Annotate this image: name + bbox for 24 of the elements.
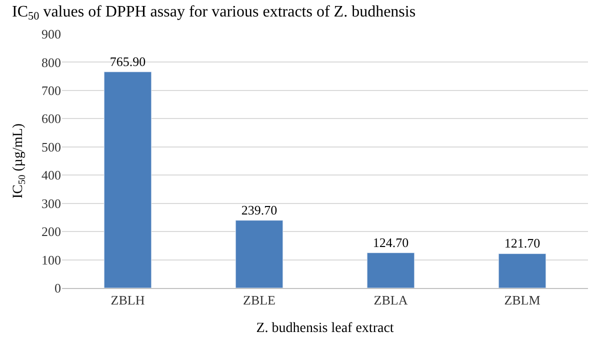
y-tick-label: 0 xyxy=(54,280,61,296)
data-label: 124.70 xyxy=(372,234,409,250)
bar xyxy=(235,220,284,288)
y-tick-label: 400 xyxy=(42,168,61,183)
bar xyxy=(104,72,152,288)
y-tick-label: 500 xyxy=(42,139,61,154)
y-tick-label: 300 xyxy=(42,196,61,211)
y-tick-label: 900 xyxy=(42,26,61,42)
y-tick-label: 600 xyxy=(42,111,61,126)
data-label: 121.70 xyxy=(504,236,540,251)
chart-title: IC$_{50}$ values of DPPH assay for various extracts of Z. budhensis xyxy=(12,3,416,23)
x-tick-label: ZBLA xyxy=(374,292,408,308)
data-label: 765.90 xyxy=(110,54,146,69)
y-tick-label: 700 xyxy=(42,82,61,98)
x-tick-label: ZBLE xyxy=(243,292,276,308)
bar xyxy=(366,252,415,288)
x-tick-label: ZBLM xyxy=(504,292,541,308)
x-axis-title: Z. budhensis leaf extract xyxy=(256,320,394,336)
y-tick-label: 100 xyxy=(42,252,61,268)
data-label: 239.70 xyxy=(241,202,278,218)
bar xyxy=(498,253,546,288)
y-tick-label: 800 xyxy=(42,54,61,70)
x-tick-label: ZBLH xyxy=(110,292,145,308)
y-tick-label: 200 xyxy=(42,224,61,240)
